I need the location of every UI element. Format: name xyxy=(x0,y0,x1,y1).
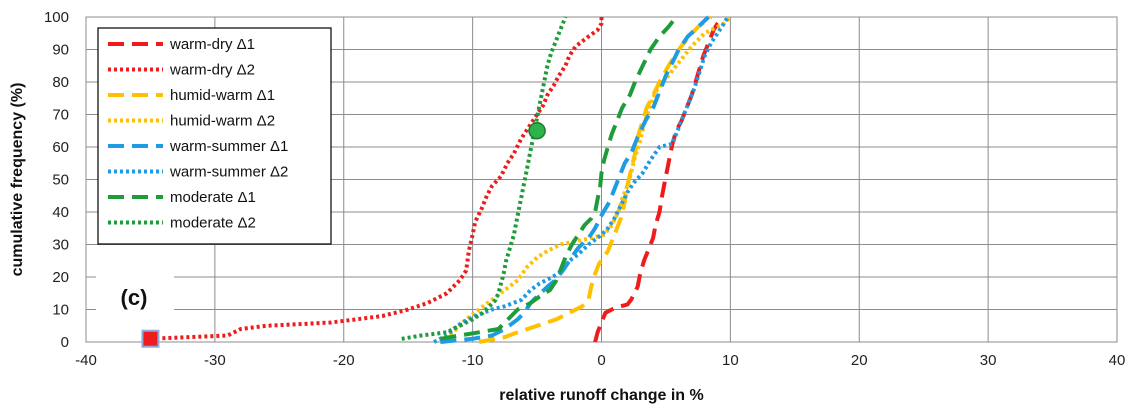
x-tick-label: 40 xyxy=(1109,352,1126,369)
y-tick-label: 100 xyxy=(44,9,69,26)
x-tick-label: 30 xyxy=(980,352,997,369)
series-line-7 xyxy=(401,16,568,341)
legend-label: moderate Δ2 xyxy=(170,215,256,232)
legend-box xyxy=(97,27,332,245)
series-line-6 xyxy=(440,15,678,341)
legend-label: humid-warm Δ1 xyxy=(170,87,275,104)
circle-marker xyxy=(528,122,546,140)
y-tick-label: 10 xyxy=(52,302,69,319)
legend-label: warm-summer Δ2 xyxy=(169,164,288,181)
legend-item: humid-warm Δ2 xyxy=(108,113,275,130)
y-tick-label: 60 xyxy=(52,139,69,156)
y-tick-label: 20 xyxy=(52,269,69,286)
x-tick-label: -30 xyxy=(204,352,226,369)
x-axis-tick-labels: -40 -30 -20 -10 0 10 20 30 40 xyxy=(75,352,1125,369)
legend-item: warm-dry Δ1 xyxy=(108,36,255,53)
series-line-5 xyxy=(433,15,730,344)
panel-label: (c) xyxy=(121,285,148,310)
y-tick-label: 80 xyxy=(52,74,69,91)
legend-item: warm-summer Δ1 xyxy=(108,138,288,155)
x-tick-label: 10 xyxy=(722,352,739,369)
legend-item: warm-dry Δ2 xyxy=(108,62,255,79)
legend: warm-dry Δ1 warm-dry Δ2 humid-warm Δ1 humid… xyxy=(97,27,332,245)
y-axis-tick-labels: 0 10 20 30 40 50 60 70 80 90 100 xyxy=(44,9,69,351)
series-line-4 xyxy=(440,15,710,344)
series-line-1 xyxy=(150,17,604,341)
square-marker xyxy=(141,329,160,348)
legend-item: moderate Δ2 xyxy=(108,215,256,232)
legend-label: moderate Δ1 xyxy=(170,189,256,206)
x-tick-label: -40 xyxy=(75,352,97,369)
y-tick-label: 50 xyxy=(52,172,69,189)
legend-label: humid-warm Δ2 xyxy=(170,113,275,130)
x-tick-label: -10 xyxy=(462,352,484,369)
legend-item: humid-warm Δ1 xyxy=(108,87,275,104)
y-tick-label: 70 xyxy=(52,107,69,124)
panel-label-background xyxy=(96,276,174,320)
x-tick-label: 0 xyxy=(597,352,605,369)
highlight-markers xyxy=(141,122,546,348)
legend-label: warm-dry Δ2 xyxy=(169,62,255,79)
y-axis-title: cumulative frequency (%) xyxy=(9,83,26,277)
legend-item: moderate Δ1 xyxy=(108,189,256,206)
y-tick-label: 90 xyxy=(52,42,69,59)
legend-label: warm-summer Δ1 xyxy=(169,138,288,155)
legend-label: warm-dry Δ1 xyxy=(169,36,255,53)
series-line-3 xyxy=(439,15,732,344)
plot-area-frame xyxy=(85,16,1118,343)
x-tick-label: 20 xyxy=(851,352,868,369)
series-line-0 xyxy=(593,15,725,343)
x-tick-label: -20 xyxy=(333,352,355,369)
legend-item: warm-summer Δ2 xyxy=(108,164,288,181)
series-line-2 xyxy=(478,15,713,344)
series-lines xyxy=(150,15,732,344)
legend-items: warm-dry Δ1 warm-dry Δ2 humid-warm Δ1 humid… xyxy=(108,36,288,232)
y-tick-label: 40 xyxy=(52,204,69,221)
x-axis-title: relative runoff change in % xyxy=(499,387,703,404)
y-tick-label: 30 xyxy=(52,237,69,254)
y-tick-label: 0 xyxy=(61,334,69,351)
